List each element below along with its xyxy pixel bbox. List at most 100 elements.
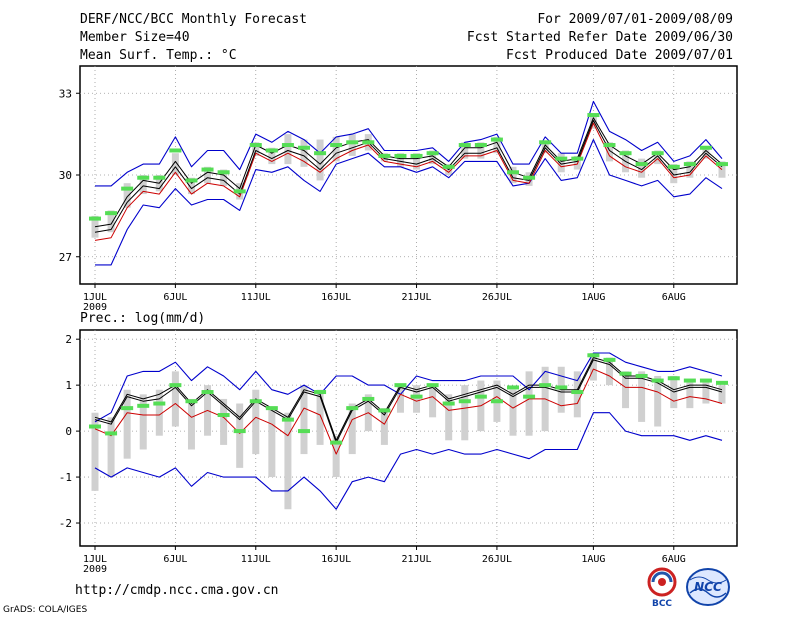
source-url[interactable]: http://cmdp.ncc.cma.gov.cn: [75, 583, 279, 598]
forecast-marker: [555, 385, 568, 390]
variable-label: Mean Surf. Temp.: °C: [80, 48, 237, 63]
year-label: 2009: [83, 564, 107, 575]
forecast-marker: [89, 424, 101, 429]
median-line: [94, 122, 723, 241]
x-tick-label: 1AUG: [581, 554, 605, 565]
spread-bar: [348, 403, 356, 455]
forecast-marker: [394, 153, 407, 158]
spread-bar: [155, 389, 163, 436]
spread-bar: [509, 166, 517, 184]
forecast-marker: [667, 164, 680, 169]
y-tick-label: 1: [65, 379, 72, 392]
chart-title: DERF/NCC/BCC Monthly Forecast: [80, 12, 307, 27]
forecast-marker: [507, 170, 519, 175]
y-tick-label: -2: [59, 517, 72, 530]
forecast-marker: [233, 429, 246, 434]
forecast-marker: [683, 162, 696, 167]
spread-bar: [284, 412, 292, 510]
x-tick-label: 1JUL: [83, 554, 107, 565]
y-tick-label: 2: [65, 333, 72, 346]
forecast-marker: [330, 143, 343, 148]
forecast-marker: [169, 383, 182, 388]
spread-bar: [300, 385, 308, 455]
forecast-marker: [281, 417, 294, 422]
x-tick-label: 21JUL: [401, 292, 431, 303]
forecast-marker: [571, 390, 584, 395]
forecast-marker: [635, 162, 648, 167]
median-line: [94, 368, 723, 455]
forecast-marker: [442, 164, 455, 169]
forecast-marker: [314, 151, 327, 156]
forecast-marker: [603, 357, 616, 362]
forecast-marker: [265, 148, 278, 153]
forecast-marker: [490, 399, 503, 404]
forecast-marker: [153, 401, 166, 406]
forecast-marker: [265, 406, 278, 411]
forecast-marker: [474, 394, 487, 399]
forecast-marker: [121, 406, 134, 411]
spread-bar: [686, 380, 694, 409]
forecast-marker: [217, 413, 230, 418]
forecast-marker: [587, 353, 600, 358]
x-tick-label: 11JUL: [241, 292, 271, 303]
forecast-marker: [426, 383, 439, 388]
ensemble-high-line: [94, 357, 723, 441]
spread-bar: [429, 385, 437, 418]
x-tick-label: 6AUG: [662, 554, 686, 565]
forecast-marker: [716, 162, 728, 167]
forecast-marker: [249, 399, 262, 404]
spread-bar: [332, 136, 340, 162]
spread-bar: [268, 147, 276, 165]
max-envelope-line: [95, 100, 723, 187]
y-tick-label: 30: [59, 169, 72, 182]
spread-bar: [638, 371, 646, 422]
x-tick-label: 1AUG: [581, 292, 605, 303]
forecast-marker: [121, 186, 134, 191]
spread-bar: [171, 153, 179, 175]
forecast-marker: [458, 399, 471, 404]
spread-bar: [477, 142, 485, 159]
forecast-marker: [298, 429, 310, 434]
spread-bar: [396, 153, 404, 167]
forecast-marker: [410, 153, 423, 158]
y-tick-label: 0: [65, 425, 72, 438]
spread-bar: [589, 352, 597, 381]
forecast-marker: [490, 137, 503, 142]
forecast-marker: [185, 178, 198, 183]
forecast-marker: [410, 394, 423, 399]
forecast-marker: [105, 431, 118, 436]
forecast-marker: [201, 390, 214, 395]
spread-bar: [413, 153, 421, 170]
spread-bar: [107, 417, 115, 478]
y-tick-label: -1: [59, 471, 72, 484]
forecast-start-date: Fcst Started Refer Date 2009/06/30: [466, 30, 733, 45]
spread-bar: [622, 371, 630, 409]
spread-bar: [718, 385, 726, 404]
spread-bar: [445, 394, 453, 441]
forecast-marker: [217, 170, 230, 175]
spread-bar: [139, 394, 147, 450]
y-tick-label: 33: [59, 87, 72, 100]
forecast-marker: [603, 143, 616, 148]
spread-bar: [525, 371, 533, 436]
min-envelope-line: [94, 412, 723, 510]
forecast-marker: [185, 399, 198, 404]
spread-bar: [171, 371, 179, 427]
spread-bar: [654, 375, 662, 427]
member-size-label: Member Size=40: [80, 30, 190, 45]
forecast-marker: [571, 156, 584, 161]
spread-bar: [107, 210, 115, 233]
spread-bar: [139, 175, 147, 195]
forecast-marker: [346, 140, 359, 145]
plot-frame: [79, 329, 738, 547]
x-tick-label: 6AUG: [662, 292, 686, 303]
spread-bar: [332, 435, 340, 478]
x-tick-label: 16JUL: [321, 292, 351, 303]
forecast-marker: [683, 378, 696, 383]
precip-panel-title: Prec.: log(mm/d): [80, 311, 205, 326]
spread-bar: [396, 385, 404, 413]
spread-bar: [380, 408, 388, 445]
forecast-marker: [619, 371, 632, 376]
